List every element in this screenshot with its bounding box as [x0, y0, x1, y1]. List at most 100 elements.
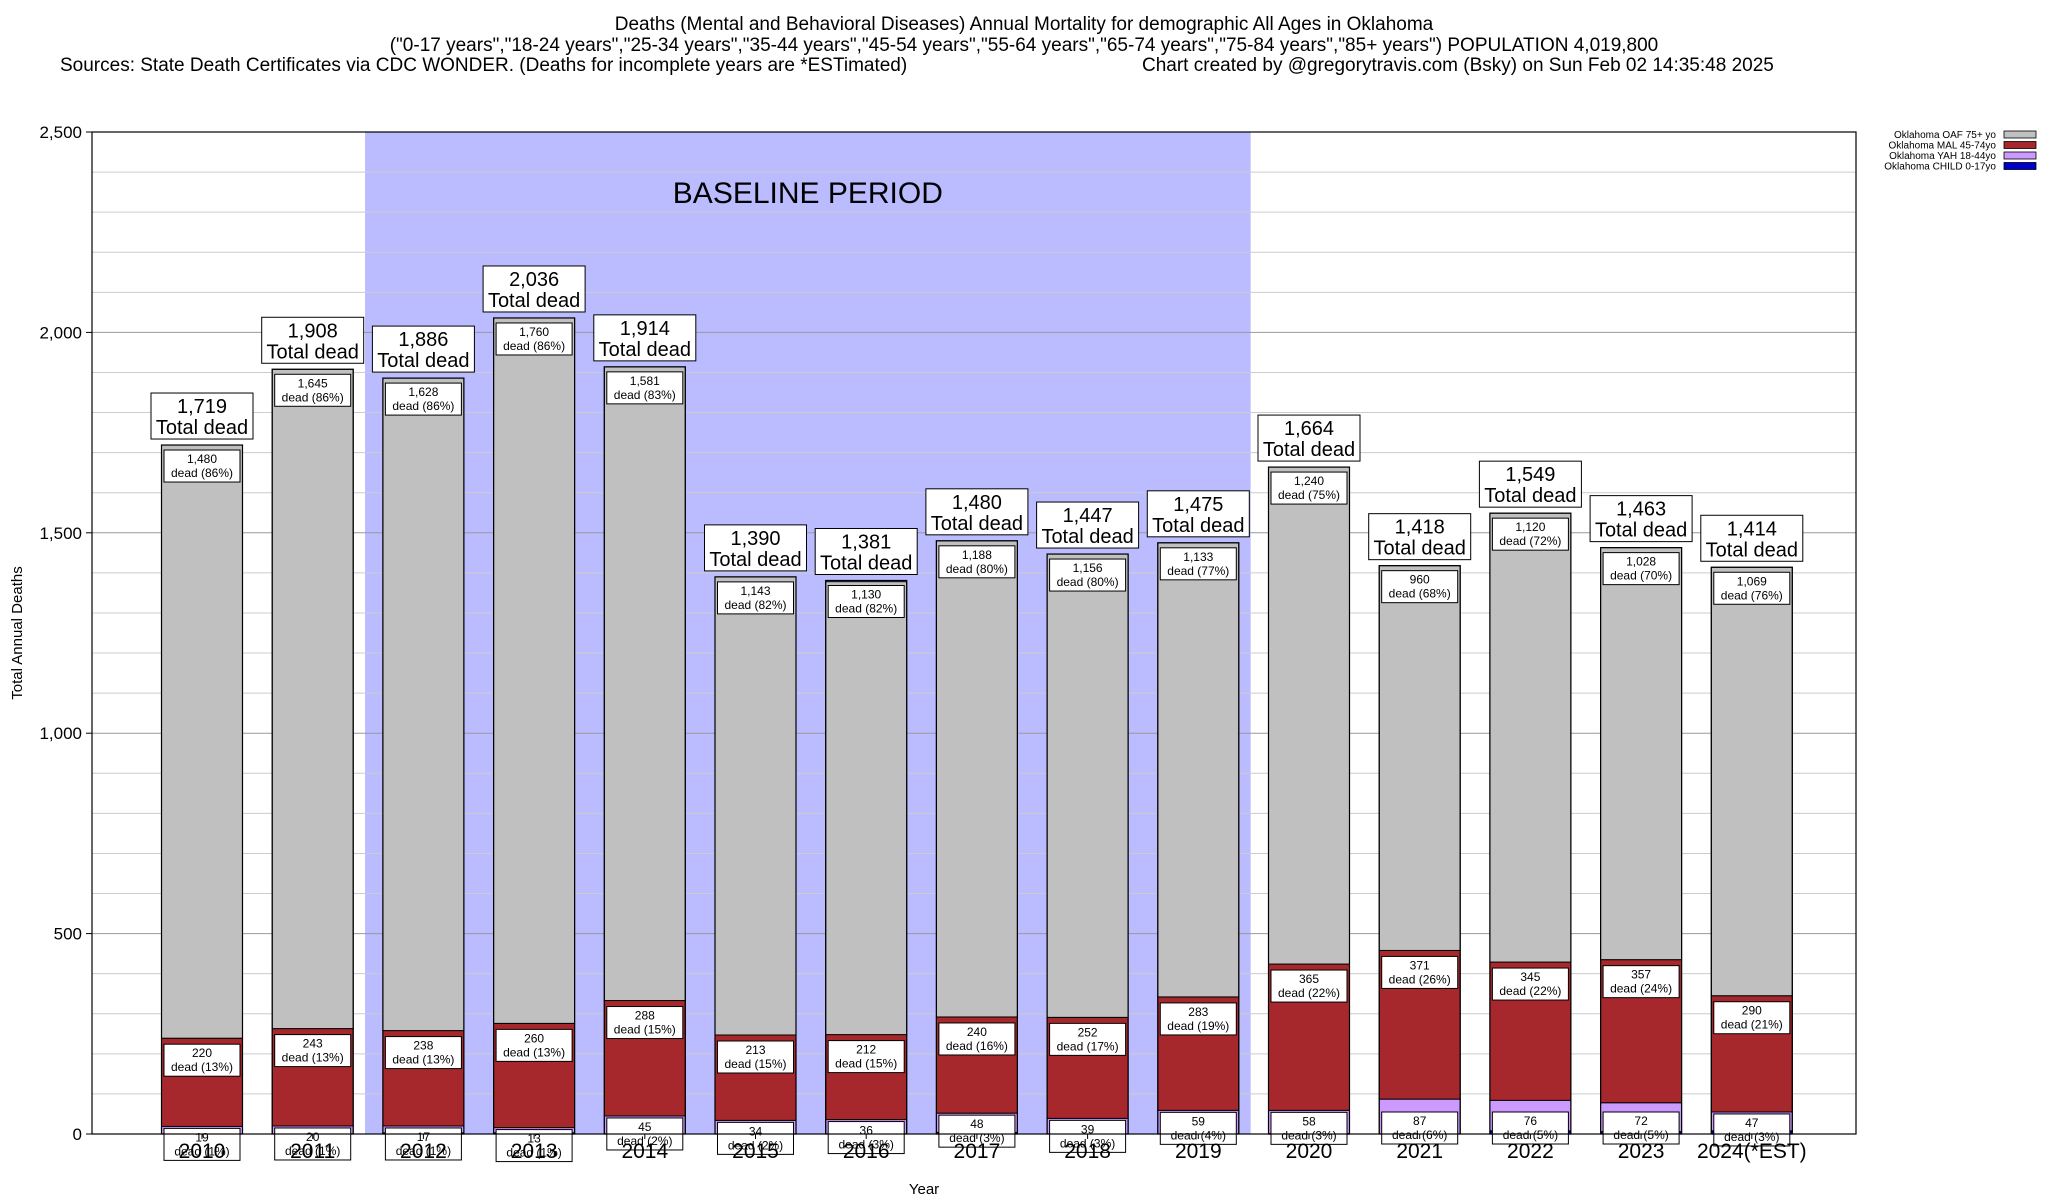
x-tick-label: 2016: [843, 1140, 890, 1163]
x-tick-label: 2018: [1064, 1140, 1111, 1163]
x-tick-label: 2021: [1396, 1140, 1443, 1163]
total-label-box: [371, 325, 475, 373]
bar-segment: [382, 377, 465, 1032]
bar-segment: [1600, 547, 1683, 961]
total-value-label: 1,719: [177, 396, 227, 418]
segment-label-box: [495, 1028, 573, 1062]
total-value-label: 1,463: [1616, 499, 1666, 521]
chart-credit-note: Chart created by @gregorytravis.com (Bsk…: [1142, 55, 1774, 76]
segment-label-box: [1381, 570, 1459, 604]
segment-value-label: 1,645: [298, 376, 328, 390]
plot-frame: [91, 131, 1857, 1135]
bar-segment: [1489, 512, 1572, 963]
y-tick-label: 1,500: [39, 524, 82, 543]
segment-value-label: 283: [1188, 1005, 1208, 1019]
segment-label-box: [938, 1022, 1016, 1056]
segment-label-box: [1159, 1111, 1237, 1145]
segment-label-box: [495, 322, 573, 356]
segment-label-box: [938, 1114, 1016, 1148]
total-dead-label: Total dead: [1263, 439, 1355, 461]
segment-value-label: 290: [1742, 1004, 1762, 1018]
x-tick-label: 2024(*EST): [1697, 1140, 1807, 1163]
total-dead-label: Total dead: [267, 341, 359, 363]
segment-value-label: 1,188: [962, 548, 992, 562]
total-value-label: 1,480: [952, 492, 1002, 514]
total-label-box: [1146, 490, 1250, 538]
legend-swatch: [2003, 130, 2037, 139]
total-dead-label: Total dead: [1484, 485, 1576, 507]
bar-segment: [714, 576, 797, 1036]
segment-label-box: [827, 584, 905, 618]
segment-pct-label: dead (80%): [1057, 575, 1119, 589]
segment-value-label: 357: [1631, 968, 1651, 982]
segment-value-label: 288: [635, 1009, 655, 1023]
total-value-label: 1,886: [398, 329, 448, 351]
segment-label-box: [1270, 969, 1348, 1003]
segment-label-box: [274, 1127, 352, 1161]
segment-pct-label: dead (86%): [171, 466, 233, 480]
segment-label-box: [1270, 471, 1348, 505]
segment-pct-label: dead (24%): [1610, 982, 1672, 996]
segment-label-box: [1159, 1002, 1237, 1036]
total-label-box: [1589, 495, 1693, 543]
segment-pct-label: dead (1%): [174, 1144, 229, 1158]
segment-value-label: 252: [1078, 1025, 1098, 1039]
segment-pct-label: dead (1%): [506, 1146, 561, 1160]
segment-value-label: 47: [1745, 1116, 1759, 1130]
segment-pct-label: dead (26%): [1389, 972, 1451, 986]
segment-label-box: [274, 1034, 352, 1068]
segment-value-label: 365: [1299, 972, 1319, 986]
segment-label-box: [938, 545, 1016, 579]
segment-label-box: [1049, 558, 1127, 592]
chart-subtitle: ("0-17 years","18-24 years","25-34 years…: [389, 35, 1659, 56]
x-tick-label: 2023: [1618, 1140, 1665, 1163]
segment-pct-label: dead (77%): [1167, 564, 1229, 578]
y-tick-label: 2,500: [39, 123, 82, 142]
segment-pct-label: dead (82%): [724, 598, 786, 612]
total-label-box: [482, 265, 586, 313]
segment-pct-label: dead (22%): [1278, 986, 1340, 1000]
segment-pct-label: dead (82%): [835, 601, 897, 615]
bar-segment: [603, 366, 686, 1002]
segment-label-box: [163, 449, 241, 483]
segment-label-box: [1270, 1111, 1348, 1145]
total-label-box: [1036, 501, 1140, 549]
total-label-box: [150, 392, 254, 440]
segment-pct-label: dead (13%): [171, 1060, 233, 1074]
segment-value-label: 220: [192, 1046, 212, 1060]
segment-value-label: 39: [1081, 1122, 1095, 1136]
segment-pct-label: dead (17%): [1057, 1039, 1119, 1053]
x-tick-label: 2019: [1175, 1140, 1222, 1163]
segment-value-label: 87: [1413, 1114, 1427, 1128]
bar-segment: [161, 444, 243, 1039]
segment-pct-label: dead (15%): [835, 1057, 897, 1071]
segment-value-label: 48: [970, 1117, 984, 1131]
baseline-period-label: BASELINE PERIOD: [673, 177, 943, 210]
total-label-box: [1700, 514, 1804, 562]
x-axis-label: Year: [909, 1181, 939, 1198]
total-dead-label: Total dead: [1041, 526, 1133, 548]
segment-label-box: [606, 371, 684, 405]
total-value-label: 1,475: [1173, 494, 1223, 516]
total-value-label: 1,914: [620, 318, 670, 340]
total-value-label: 1,414: [1727, 518, 1777, 540]
segment-pct-label: dead (3%): [1060, 1136, 1115, 1150]
total-value-label: 2,036: [509, 269, 559, 291]
segment-value-label: 1,156: [1073, 561, 1103, 575]
chart-title: Deaths (Mental and Behavioral Diseases) …: [614, 14, 1434, 35]
legend-swatch: [2003, 151, 2037, 160]
total-value-label: 1,447: [1063, 505, 1113, 527]
total-label-box: [1478, 460, 1582, 508]
bar-segment: [271, 368, 354, 1030]
segment-label-box: [1713, 1001, 1791, 1035]
x-tick-label: 2017: [954, 1140, 1001, 1163]
segment-value-label: 59: [1192, 1114, 1206, 1128]
total-dead-label: Total dead: [488, 290, 580, 312]
total-dead-label: Total dead: [1152, 515, 1244, 537]
y-tick-label: 0: [73, 1125, 82, 1144]
bar-segment: [825, 581, 908, 1036]
segment-label-box: [717, 581, 794, 615]
segment-pct-label: dead (3%): [839, 1138, 894, 1152]
total-value-label: 1,390: [730, 528, 780, 550]
segment-pct-label: dead (72%): [1499, 534, 1561, 548]
